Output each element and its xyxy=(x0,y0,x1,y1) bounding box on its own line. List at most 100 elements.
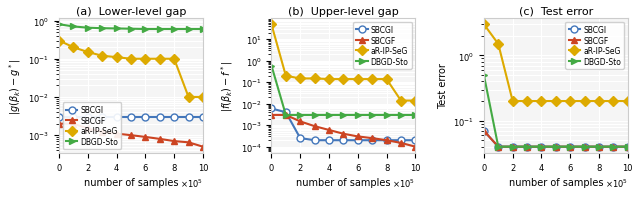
Line: aR-IP-SeG: aR-IP-SeG xyxy=(268,22,419,105)
DBGD-Sto xyxy=(538,146,545,148)
SBCGI xyxy=(84,116,92,119)
SBCGF xyxy=(84,128,92,130)
aR-IP-SeG xyxy=(141,58,149,61)
DBGD-Sto xyxy=(55,24,63,26)
Text: $\times 10^5$: $\times 10^5$ xyxy=(392,177,415,189)
DBGD-Sto xyxy=(170,29,178,31)
aR-IP-SeG xyxy=(397,100,405,102)
SBCGF xyxy=(566,146,574,148)
SBCGF xyxy=(141,136,149,138)
aR-IP-SeG xyxy=(311,78,319,80)
DBGD-Sto xyxy=(99,28,106,30)
DBGD-Sto xyxy=(580,146,588,148)
SBCGI xyxy=(141,116,149,119)
Legend: SBCGI, SBCGF, aR-IP-SeG, DBGD-Sto: SBCGI, SBCGF, aR-IP-SeG, DBGD-Sto xyxy=(566,23,624,69)
Legend: SBCGI, SBCGF, aR-IP-SeG, DBGD-Sto: SBCGI, SBCGF, aR-IP-SeG, DBGD-Sto xyxy=(353,23,412,69)
Y-axis label: $|f(\beta_k) - f^*|$: $|f(\beta_k) - f^*|$ xyxy=(220,60,235,112)
aR-IP-SeG xyxy=(99,55,106,58)
aR-IP-SeG xyxy=(185,96,193,99)
SBCGF xyxy=(55,123,63,125)
aR-IP-SeG xyxy=(113,57,120,59)
SBCGF xyxy=(609,146,617,148)
SBCGI xyxy=(383,139,390,142)
aR-IP-SeG xyxy=(296,78,304,80)
DBGD-Sto xyxy=(185,29,193,31)
SBCGI xyxy=(325,139,333,142)
SBCGF xyxy=(170,140,178,143)
SBCGF xyxy=(538,146,545,148)
DBGD-Sto xyxy=(495,146,502,148)
SBCGI xyxy=(480,130,488,132)
Line: SBCGI: SBCGI xyxy=(56,114,206,121)
SBCGF xyxy=(325,129,333,132)
aR-IP-SeG xyxy=(383,78,390,81)
SBCGI xyxy=(595,146,603,148)
SBCGF xyxy=(524,146,531,148)
SBCGF xyxy=(282,114,290,117)
aR-IP-SeG xyxy=(624,100,632,103)
DBGD-Sto xyxy=(552,146,560,148)
aR-IP-SeG xyxy=(566,100,574,103)
SBCGF xyxy=(624,146,632,148)
SBCGI xyxy=(624,146,632,148)
aR-IP-SeG xyxy=(70,47,77,49)
SBCGF xyxy=(383,139,390,142)
DBGD-Sto xyxy=(595,146,603,148)
Line: SBCGF: SBCGF xyxy=(268,112,419,150)
SBCGF xyxy=(595,146,603,148)
SBCGI xyxy=(199,116,207,119)
DBGD-Sto xyxy=(524,146,531,148)
DBGD-Sto xyxy=(113,28,120,31)
aR-IP-SeG xyxy=(127,58,135,61)
SBCGI xyxy=(156,116,164,119)
aR-IP-SeG xyxy=(170,58,178,61)
aR-IP-SeG xyxy=(538,100,545,103)
Line: DBGD-Sto: DBGD-Sto xyxy=(481,72,631,150)
DBGD-Sto xyxy=(296,114,304,117)
Legend: SBCGI, SBCGF, aR-IP-SeG, DBGD-Sto: SBCGI, SBCGF, aR-IP-SeG, DBGD-Sto xyxy=(63,103,122,149)
Text: $\times 10^5$: $\times 10^5$ xyxy=(605,177,628,189)
SBCGI xyxy=(566,146,574,148)
aR-IP-SeG xyxy=(156,58,164,61)
aR-IP-SeG xyxy=(199,96,207,99)
aR-IP-SeG xyxy=(509,100,516,103)
aR-IP-SeG xyxy=(340,78,348,81)
aR-IP-SeG xyxy=(495,43,502,46)
SBCGF xyxy=(268,114,275,117)
DBGD-Sto xyxy=(70,26,77,29)
SBCGI xyxy=(580,146,588,148)
Line: SBCGF: SBCGF xyxy=(56,121,206,150)
Y-axis label: Test error: Test error xyxy=(438,63,448,109)
SBCGI xyxy=(552,146,560,148)
aR-IP-SeG xyxy=(552,100,560,103)
SBCGI xyxy=(340,139,348,142)
Line: SBCGI: SBCGI xyxy=(268,105,419,144)
SBCGF xyxy=(340,133,348,135)
Title: (b)  Upper-level gap: (b) Upper-level gap xyxy=(288,7,399,17)
SBCGF xyxy=(199,146,207,148)
aR-IP-SeG xyxy=(412,100,419,102)
SBCGF xyxy=(580,146,588,148)
aR-IP-SeG xyxy=(55,40,63,43)
SBCGI xyxy=(170,116,178,119)
DBGD-Sto xyxy=(369,114,376,117)
SBCGI xyxy=(412,139,419,142)
DBGD-Sto xyxy=(84,27,92,30)
SBCGI xyxy=(397,139,405,142)
SBCGI xyxy=(524,146,531,148)
SBCGI xyxy=(127,116,135,119)
SBCGF xyxy=(354,136,362,138)
SBCGI xyxy=(296,137,304,140)
Line: DBGD-Sto: DBGD-Sto xyxy=(56,22,206,33)
SBCGI xyxy=(509,146,516,148)
Line: SBCGI: SBCGI xyxy=(481,128,631,150)
DBGD-Sto xyxy=(141,29,149,31)
X-axis label: number of samples: number of samples xyxy=(509,177,603,187)
SBCGF xyxy=(296,121,304,123)
aR-IP-SeG xyxy=(84,52,92,54)
SBCGF xyxy=(369,137,376,140)
SBCGI xyxy=(70,116,77,119)
aR-IP-SeG xyxy=(480,24,488,26)
DBGD-Sto xyxy=(624,146,632,148)
SBCGI xyxy=(609,146,617,148)
